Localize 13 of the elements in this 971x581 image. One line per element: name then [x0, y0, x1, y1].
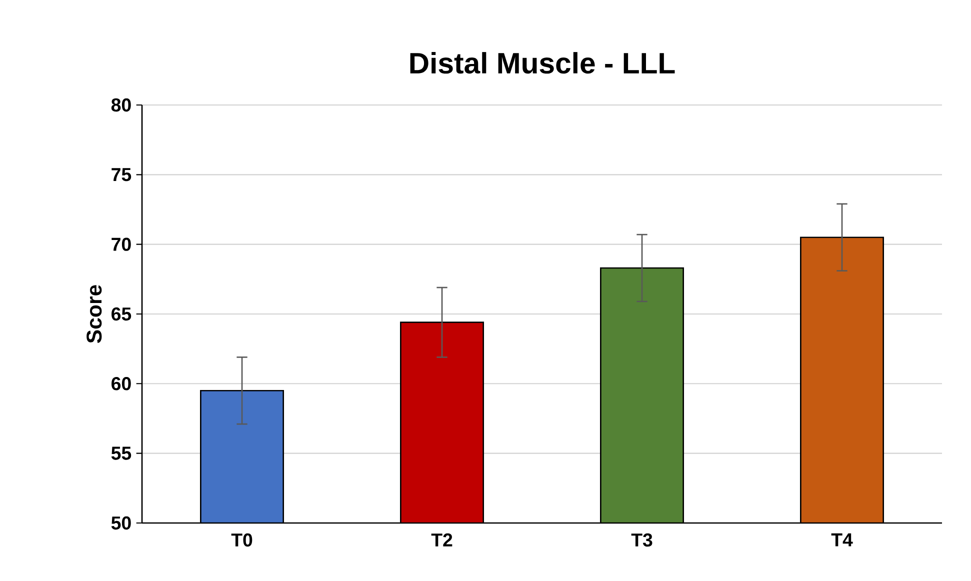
y-tick-label: 65 — [112, 307, 132, 321]
y-tick-label: 75 — [112, 168, 132, 182]
x-tick-label: T4 — [831, 533, 853, 546]
y-tick-label: 55 — [111, 446, 132, 460]
y-tick-label: 60 — [112, 377, 131, 390]
x-tick-label: T2 — [431, 533, 452, 546]
y-tick-label: 70 — [112, 238, 131, 251]
y-tick-label: 80 — [111, 98, 131, 112]
chart-title: Distal Muscle - LLL — [410, 52, 675, 74]
y-axis-title: Score — [86, 285, 102, 344]
y-tick-label: 50 — [111, 516, 131, 530]
x-tick-label: T3 — [631, 533, 652, 547]
x-tick-label: T0 — [231, 533, 252, 547]
